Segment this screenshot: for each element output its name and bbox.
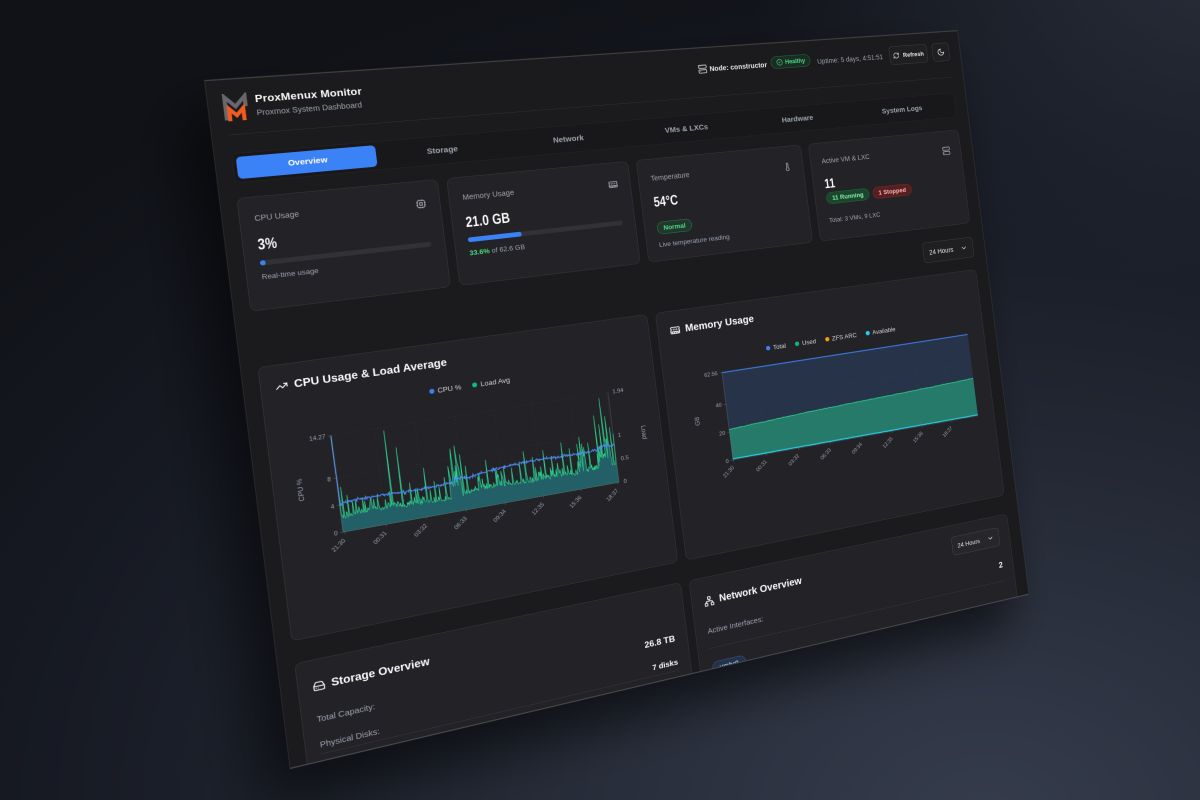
- svg-text:0: 0: [725, 459, 729, 465]
- svg-text:15:36: 15:36: [912, 431, 924, 444]
- svg-text:62.56: 62.56: [704, 371, 718, 379]
- svg-text:8: 8: [327, 477, 332, 484]
- svg-text:21:30: 21:30: [722, 465, 736, 479]
- svg-text:06:33: 06:33: [453, 516, 469, 531]
- svg-text:4: 4: [330, 504, 335, 511]
- svg-text:12:35: 12:35: [531, 501, 546, 516]
- svg-text:09:34: 09:34: [492, 508, 507, 523]
- svg-text:03:32: 03:32: [788, 453, 801, 467]
- svg-text:15:36: 15:36: [569, 495, 584, 510]
- svg-text:06:33: 06:33: [820, 447, 833, 461]
- svg-text:03:32: 03:32: [413, 523, 429, 539]
- svg-text:20: 20: [719, 431, 726, 438]
- svg-text:14.27: 14.27: [309, 434, 326, 443]
- svg-text:0: 0: [623, 479, 627, 485]
- svg-text:00:31: 00:31: [755, 459, 768, 473]
- svg-text:Load: Load: [639, 425, 648, 440]
- svg-text:00:31: 00:31: [372, 530, 388, 546]
- svg-text:0.5: 0.5: [621, 455, 630, 462]
- svg-text:09:34: 09:34: [851, 442, 864, 456]
- svg-text:GB: GB: [693, 416, 701, 426]
- svg-text:18:37: 18:37: [942, 425, 954, 438]
- svg-text:0: 0: [334, 531, 339, 538]
- svg-text:CPU %: CPU %: [295, 478, 307, 502]
- svg-text:40: 40: [715, 403, 722, 410]
- svg-text:21:30: 21:30: [331, 538, 348, 554]
- svg-text:1.94: 1.94: [612, 388, 624, 396]
- svg-text:1: 1: [618, 433, 622, 439]
- svg-text:12:35: 12:35: [882, 436, 894, 450]
- svg-text:18:37: 18:37: [606, 488, 620, 503]
